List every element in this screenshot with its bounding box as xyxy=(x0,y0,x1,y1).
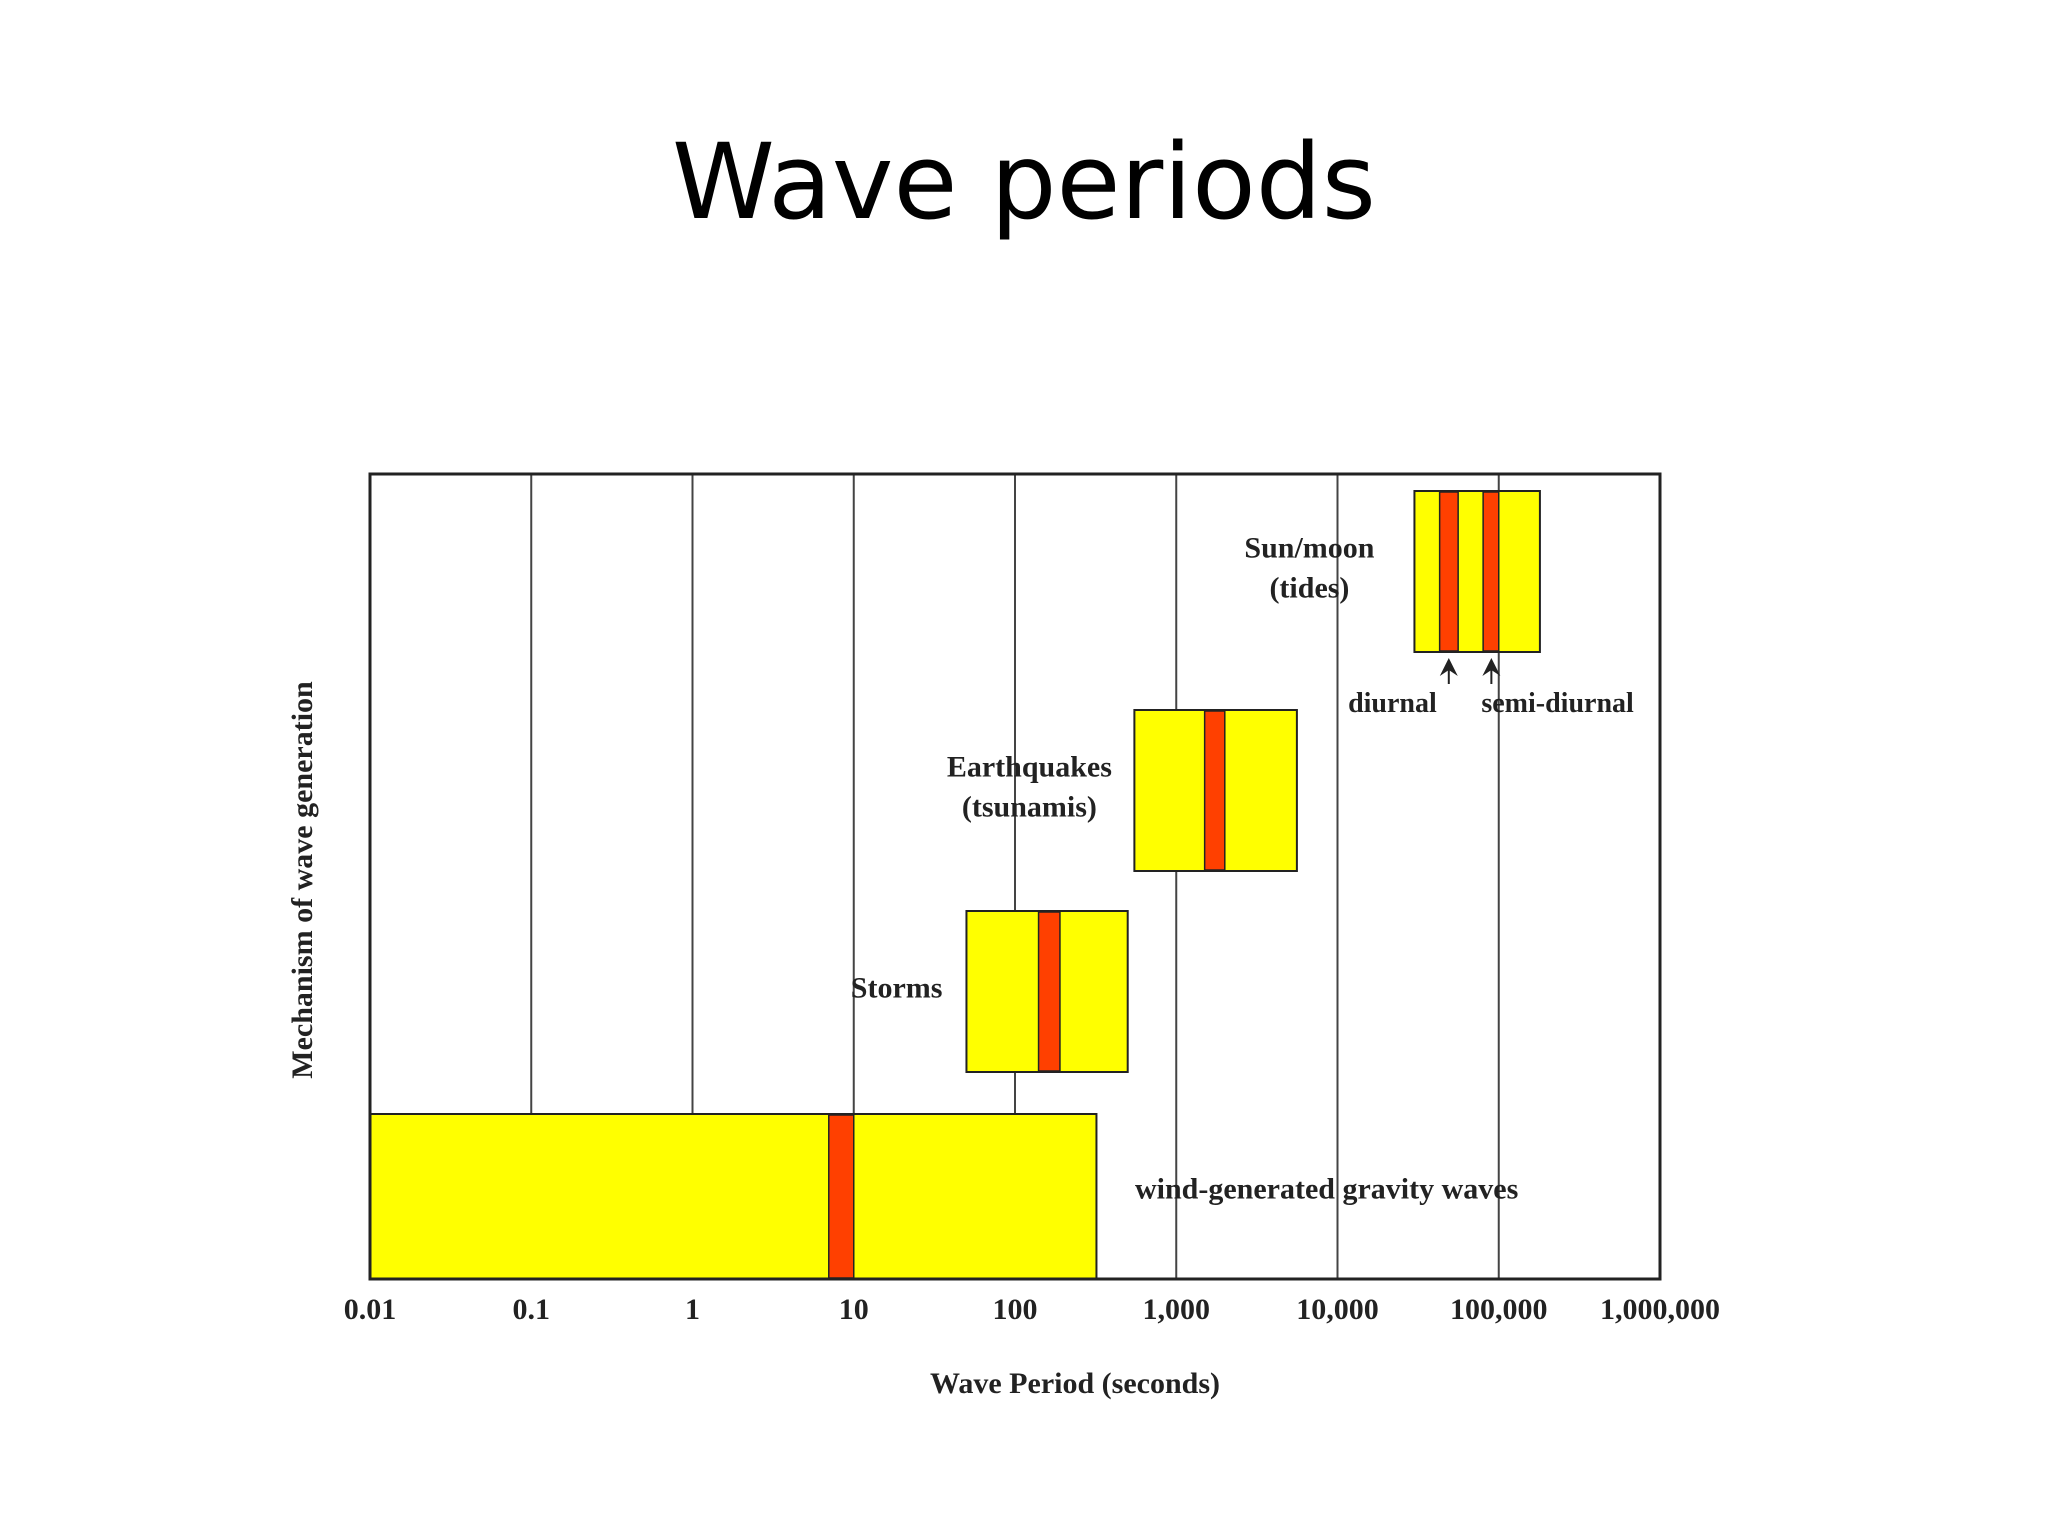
annotation-label: semi-diurnal xyxy=(1481,688,1634,719)
tides-label: (tides) xyxy=(1269,572,1349,605)
tides-peak-band xyxy=(1482,491,1500,652)
storms-label: Storms xyxy=(851,972,943,1005)
x-tick-label: 1,000 xyxy=(1143,1293,1211,1326)
x-tick-label: 10,000 xyxy=(1296,1293,1379,1326)
wind-label: wind-generated gravity waves xyxy=(1135,1173,1518,1206)
tides-peak-band xyxy=(1438,491,1459,652)
tides-label: Sun/moon xyxy=(1244,532,1374,565)
earthquakes-peak-band xyxy=(1203,710,1226,871)
annotations: diurnal semi-diurnal xyxy=(1348,658,1634,719)
plot-frame xyxy=(368,472,1662,1281)
annotation-label: diurnal xyxy=(1348,688,1437,719)
x-tick-label: 10 xyxy=(839,1293,869,1326)
wind-peak-band xyxy=(828,1114,855,1279)
storms-peak-band xyxy=(1037,911,1061,1072)
page-title: Wave periods xyxy=(672,121,1376,243)
annotation-arrow xyxy=(1482,658,1501,676)
earthquakes-label: Earthquakes xyxy=(947,751,1112,784)
x-tick-label: 0.01 xyxy=(344,1293,397,1326)
x-tick-label: 1 xyxy=(685,1293,700,1326)
earthquakes-label: (tsunamis) xyxy=(962,791,1097,824)
x-tick-labels: 0.01 0.1 1 10 100 1,000 10,000 100,000 1,000,000 xyxy=(344,1293,1720,1326)
mechanism-labels: wind-generated gravity waves Storms Earthq… xyxy=(851,532,1518,1206)
x-tick-label: 100,000 xyxy=(1450,1293,1548,1326)
annotation-arrow xyxy=(1439,658,1458,676)
tides-range-bar xyxy=(1413,490,1541,653)
x-tick-label: 1,000,000 xyxy=(1600,1293,1720,1326)
x-axis-label: Wave Period (seconds) xyxy=(930,1367,1220,1400)
range-bars xyxy=(369,490,1541,1280)
x-tick-label: 0.1 xyxy=(513,1293,551,1326)
x-tick-label: 100 xyxy=(993,1293,1038,1326)
wind-range-bar xyxy=(369,1113,1098,1280)
y-axis-label: Mechanism of wave generation xyxy=(286,681,319,1079)
